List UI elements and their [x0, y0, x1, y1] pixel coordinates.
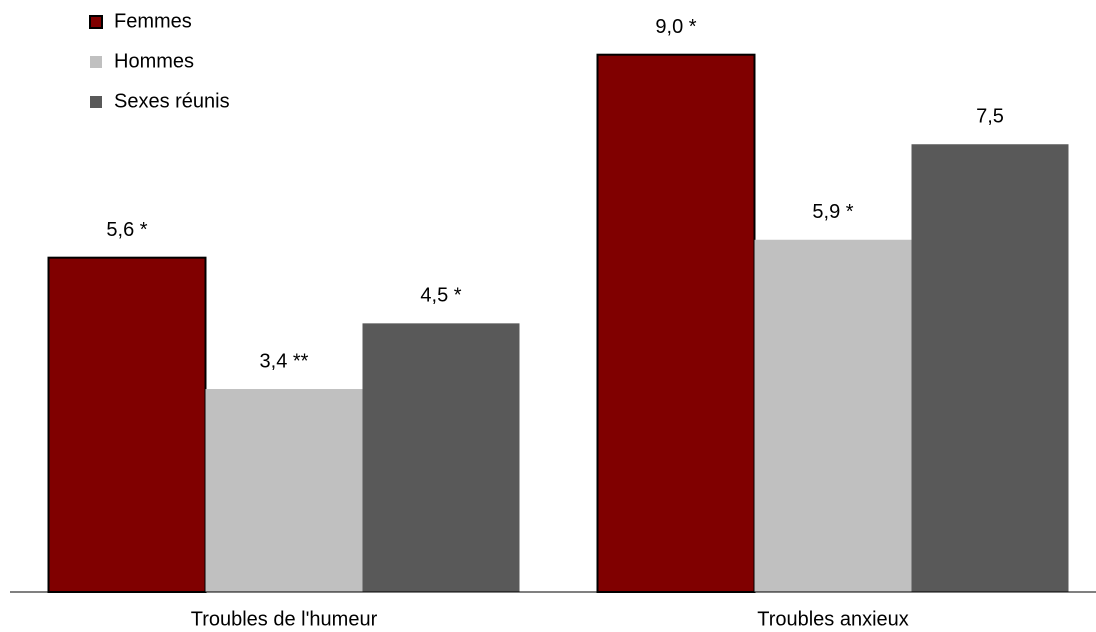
legend-swatch	[90, 96, 102, 108]
x-tick-label: Troubles anxieux	[757, 608, 909, 630]
bar	[205, 389, 363, 592]
value-label: 4,5 *	[420, 285, 461, 307]
legend-swatch	[90, 56, 102, 68]
legend-label: Hommes	[114, 50, 194, 72]
value-label: 5,6 *	[106, 219, 147, 241]
bar	[47, 256, 207, 593]
x-tick-label: Troubles de l'humeur	[191, 608, 378, 630]
bar	[596, 53, 756, 593]
value-label: 5,9 *	[812, 201, 853, 223]
legend-swatch	[89, 15, 103, 29]
legend-label: Femmes	[114, 10, 192, 32]
bar	[911, 144, 1069, 592]
value-label: 9,0 *	[655, 16, 696, 38]
value-label: 7,5	[976, 106, 1004, 128]
bar	[754, 239, 912, 592]
value-label: 3,4 **	[260, 350, 309, 372]
bar	[362, 323, 520, 592]
legend-label: Sexes réunis	[114, 90, 230, 112]
